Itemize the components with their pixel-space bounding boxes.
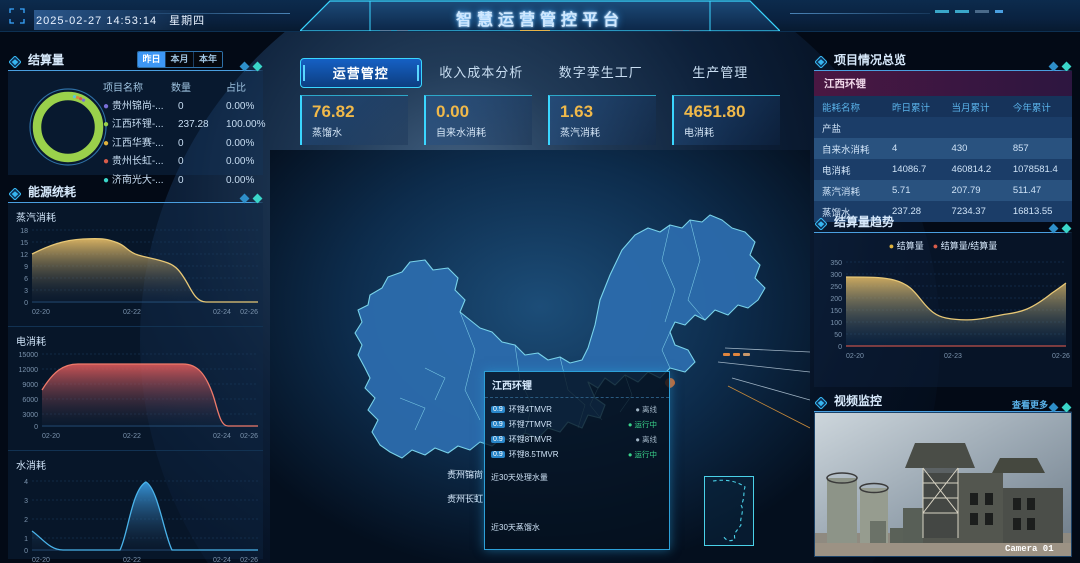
svg-text:18: 18	[20, 228, 28, 235]
svg-text:300: 300	[830, 272, 842, 279]
svg-text:0: 0	[24, 548, 28, 555]
svg-text:02-20: 02-20	[846, 353, 864, 360]
svg-text:50: 50	[834, 332, 842, 339]
svg-text:4: 4	[24, 479, 28, 486]
svg-text:100: 100	[830, 320, 842, 327]
svg-text:12000: 12000	[19, 367, 39, 374]
svg-text:02-22: 02-22	[123, 557, 141, 563]
svg-text:3000: 3000	[22, 412, 38, 419]
svg-text:3: 3	[24, 498, 28, 505]
svg-text:15: 15	[20, 240, 28, 247]
svg-text:02-24: 02-24	[213, 557, 231, 563]
svg-text:02-26: 02-26	[240, 309, 258, 316]
svg-text:02-20: 02-20	[42, 433, 60, 440]
svg-text:3: 3	[24, 288, 28, 295]
svg-text:02-22: 02-22	[123, 433, 141, 440]
svg-text:02-24: 02-24	[213, 309, 231, 316]
svg-text:0: 0	[24, 300, 28, 307]
svg-text:2: 2	[24, 517, 28, 524]
svg-text:350: 350	[830, 260, 842, 267]
svg-text:1: 1	[24, 536, 28, 543]
svg-text:6: 6	[24, 276, 28, 283]
svg-text:250: 250	[830, 284, 842, 291]
svg-text:02-20: 02-20	[32, 309, 50, 316]
svg-text:12: 12	[20, 252, 28, 259]
svg-text:0: 0	[34, 424, 38, 431]
svg-text:02-20: 02-20	[32, 557, 50, 563]
svg-text:02-24: 02-24	[213, 433, 231, 440]
svg-text:6000: 6000	[22, 397, 38, 404]
svg-text:Camera 01: Camera 01	[1005, 544, 1054, 554]
svg-text:02-26: 02-26	[240, 557, 258, 563]
svg-text:200: 200	[830, 296, 842, 303]
svg-text:02-23: 02-23	[944, 353, 962, 360]
svg-text:02-26: 02-26	[1052, 353, 1070, 360]
svg-text:15000: 15000	[19, 352, 39, 359]
svg-text:0: 0	[838, 344, 842, 351]
svg-text:150: 150	[830, 308, 842, 315]
svg-text:9000: 9000	[22, 382, 38, 389]
svg-text:02-26: 02-26	[240, 433, 258, 440]
svg-text:02-22: 02-22	[123, 309, 141, 316]
svg-text:9: 9	[24, 264, 28, 271]
